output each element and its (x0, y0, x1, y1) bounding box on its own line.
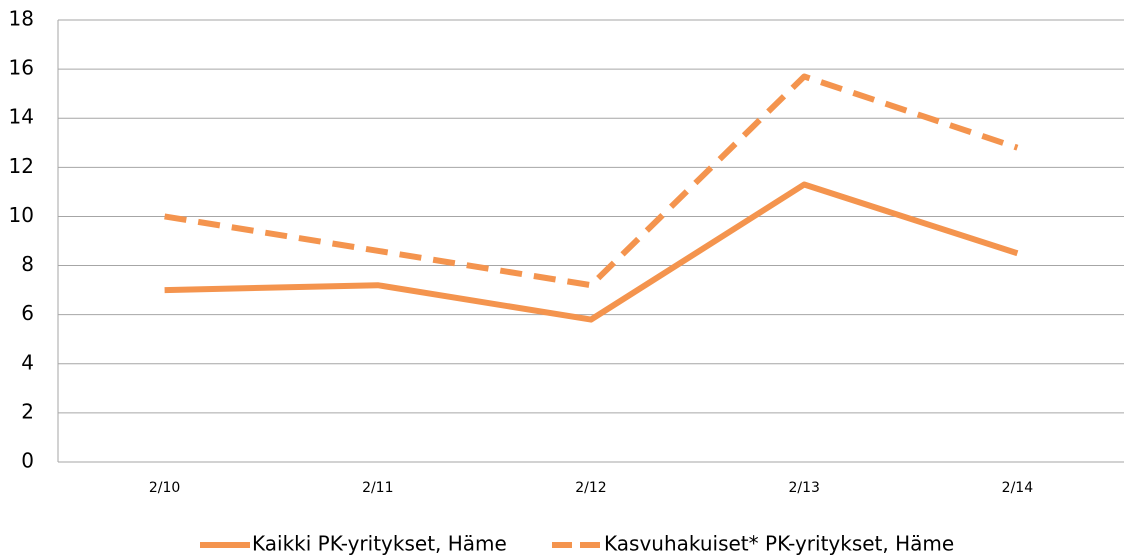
y-tick-label: 6 (21, 301, 34, 325)
x-tick-label: 2/14 (1002, 480, 1034, 496)
legend-label: Kaikki PK-yritykset, Häme (252, 532, 507, 556)
x-tick-label: 2/11 (362, 480, 393, 496)
series-line (164, 73, 1019, 289)
x-tick-label: 2/13 (788, 480, 819, 496)
x-tick-label: 2/10 (149, 480, 180, 496)
y-tick-label: 12 (9, 154, 34, 178)
y-tick-label: 18 (9, 7, 34, 31)
x-tick-label: 2/12 (575, 480, 606, 496)
y-tick-label: 0 (21, 449, 34, 473)
y-tick-label: 10 (9, 203, 34, 227)
y-tick-label: 4 (21, 350, 34, 374)
y-tick-label: 16 (9, 56, 34, 80)
y-tick-label: 2 (21, 399, 34, 423)
y-tick-label: 8 (21, 252, 34, 276)
legend-label: Kasvuhakuiset* PK-yritykset, Häme (604, 532, 954, 556)
y-tick-label: 14 (9, 105, 34, 129)
series-line (164, 181, 1019, 323)
